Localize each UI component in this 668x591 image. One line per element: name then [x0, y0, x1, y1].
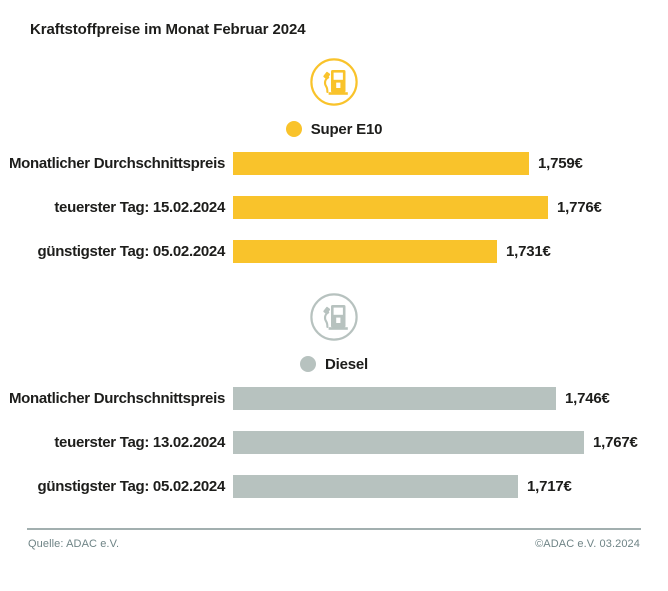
bar: [233, 240, 497, 263]
bar: [233, 431, 584, 454]
bar-row: Monatlicher Durchschnittspreis 1,746€: [0, 387, 668, 410]
footer-divider: [27, 528, 641, 530]
copyright-text: ©ADAC e.V. 03.2024: [535, 538, 640, 550]
chart-section: Super E10 Monatlicher Durchschnittspreis…: [0, 58, 668, 263]
bar-label: günstigster Tag: 05.02.2024: [37, 478, 225, 495]
bar: [233, 387, 556, 410]
legend-dot: [300, 356, 316, 372]
bar-row: günstigster Tag: 05.02.2024 1,717€: [0, 475, 668, 498]
bar-row: Monatlicher Durchschnittspreis 1,759€: [0, 152, 668, 175]
bar-area: 1,776€: [233, 196, 668, 219]
bar-value: 1,759€: [538, 155, 583, 172]
source-text: Quelle: ADAC e.V.: [28, 538, 120, 550]
bar-row: günstigster Tag: 05.02.2024 1,731€: [0, 240, 668, 263]
legend-label: Diesel: [325, 355, 368, 373]
bar-rows: Monatlicher Durchschnittspreis 1,746€ te…: [0, 387, 668, 498]
bar-value: 1,717€: [527, 478, 572, 495]
bar: [233, 152, 529, 175]
legend: Super E10: [0, 119, 668, 139]
page-title: Kraftstoffpreise im Monat Februar 2024: [30, 21, 306, 38]
legend: Diesel: [0, 354, 668, 374]
bar-row: teuerster Tag: 13.02.2024 1,767€: [0, 431, 668, 454]
bar-rows: Monatlicher Durchschnittspreis 1,759€ te…: [0, 152, 668, 263]
fuel-pump-icon: [0, 58, 668, 106]
bar-label: Monatlicher Durchschnittspreis: [8, 155, 225, 172]
bar-area: 1,759€: [233, 152, 668, 175]
chart-section: Diesel Monatlicher Durchschnittspreis 1,…: [0, 293, 668, 498]
fuel-pump-icon: [0, 293, 668, 341]
bar-area: 1,767€: [233, 431, 668, 454]
bar-label: teuerster Tag: 15.02.2024: [54, 199, 225, 216]
bar-value: 1,746€: [565, 390, 610, 407]
bar-value: 1,767€: [593, 434, 638, 451]
bar-value: 1,731€: [506, 243, 551, 260]
bar-area: 1,746€: [233, 387, 668, 410]
legend-dot: [285, 121, 302, 137]
bar-value: 1,776€: [557, 199, 602, 216]
bar-area: 1,731€: [233, 240, 668, 263]
bar-label: Monatlicher Durchschnittspreis: [8, 390, 225, 407]
bar-row: teuerster Tag: 15.02.2024 1,776€: [0, 196, 668, 219]
bar-area: 1,717€: [233, 475, 668, 498]
bar: [233, 475, 518, 498]
legend-label: Super E10: [310, 120, 383, 138]
bar-label: günstigster Tag: 05.02.2024: [37, 243, 225, 260]
bar-label: teuerster Tag: 13.02.2024: [54, 434, 225, 451]
bar: [233, 196, 548, 219]
